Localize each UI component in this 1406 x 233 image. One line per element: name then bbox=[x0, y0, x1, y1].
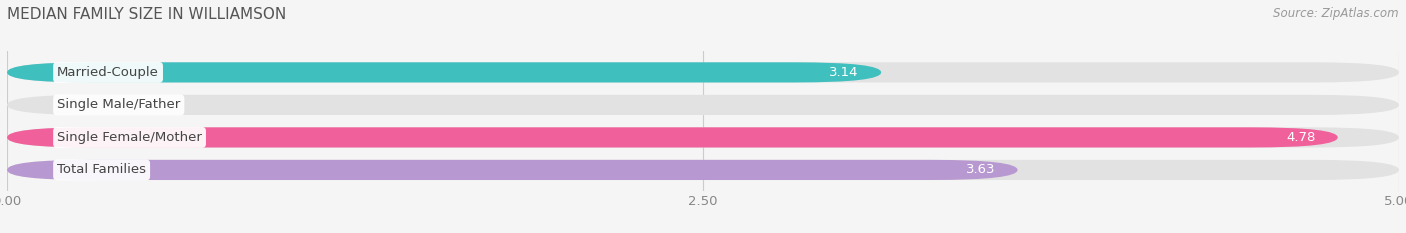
Text: Single Female/Mother: Single Female/Mother bbox=[58, 131, 202, 144]
FancyBboxPatch shape bbox=[7, 62, 1399, 82]
Text: 0.00: 0.00 bbox=[58, 98, 86, 111]
Text: 4.78: 4.78 bbox=[1286, 131, 1316, 144]
FancyBboxPatch shape bbox=[7, 160, 1018, 180]
FancyBboxPatch shape bbox=[7, 95, 1399, 115]
Text: 3.14: 3.14 bbox=[830, 66, 859, 79]
Text: 3.63: 3.63 bbox=[966, 163, 995, 176]
FancyBboxPatch shape bbox=[7, 127, 1399, 147]
Text: MEDIAN FAMILY SIZE IN WILLIAMSON: MEDIAN FAMILY SIZE IN WILLIAMSON bbox=[7, 7, 287, 22]
Text: Source: ZipAtlas.com: Source: ZipAtlas.com bbox=[1274, 7, 1399, 20]
FancyBboxPatch shape bbox=[7, 62, 882, 82]
FancyBboxPatch shape bbox=[7, 160, 1399, 180]
Text: Single Male/Father: Single Male/Father bbox=[58, 98, 180, 111]
FancyBboxPatch shape bbox=[7, 127, 1337, 147]
Text: Total Families: Total Families bbox=[58, 163, 146, 176]
Text: Married-Couple: Married-Couple bbox=[58, 66, 159, 79]
